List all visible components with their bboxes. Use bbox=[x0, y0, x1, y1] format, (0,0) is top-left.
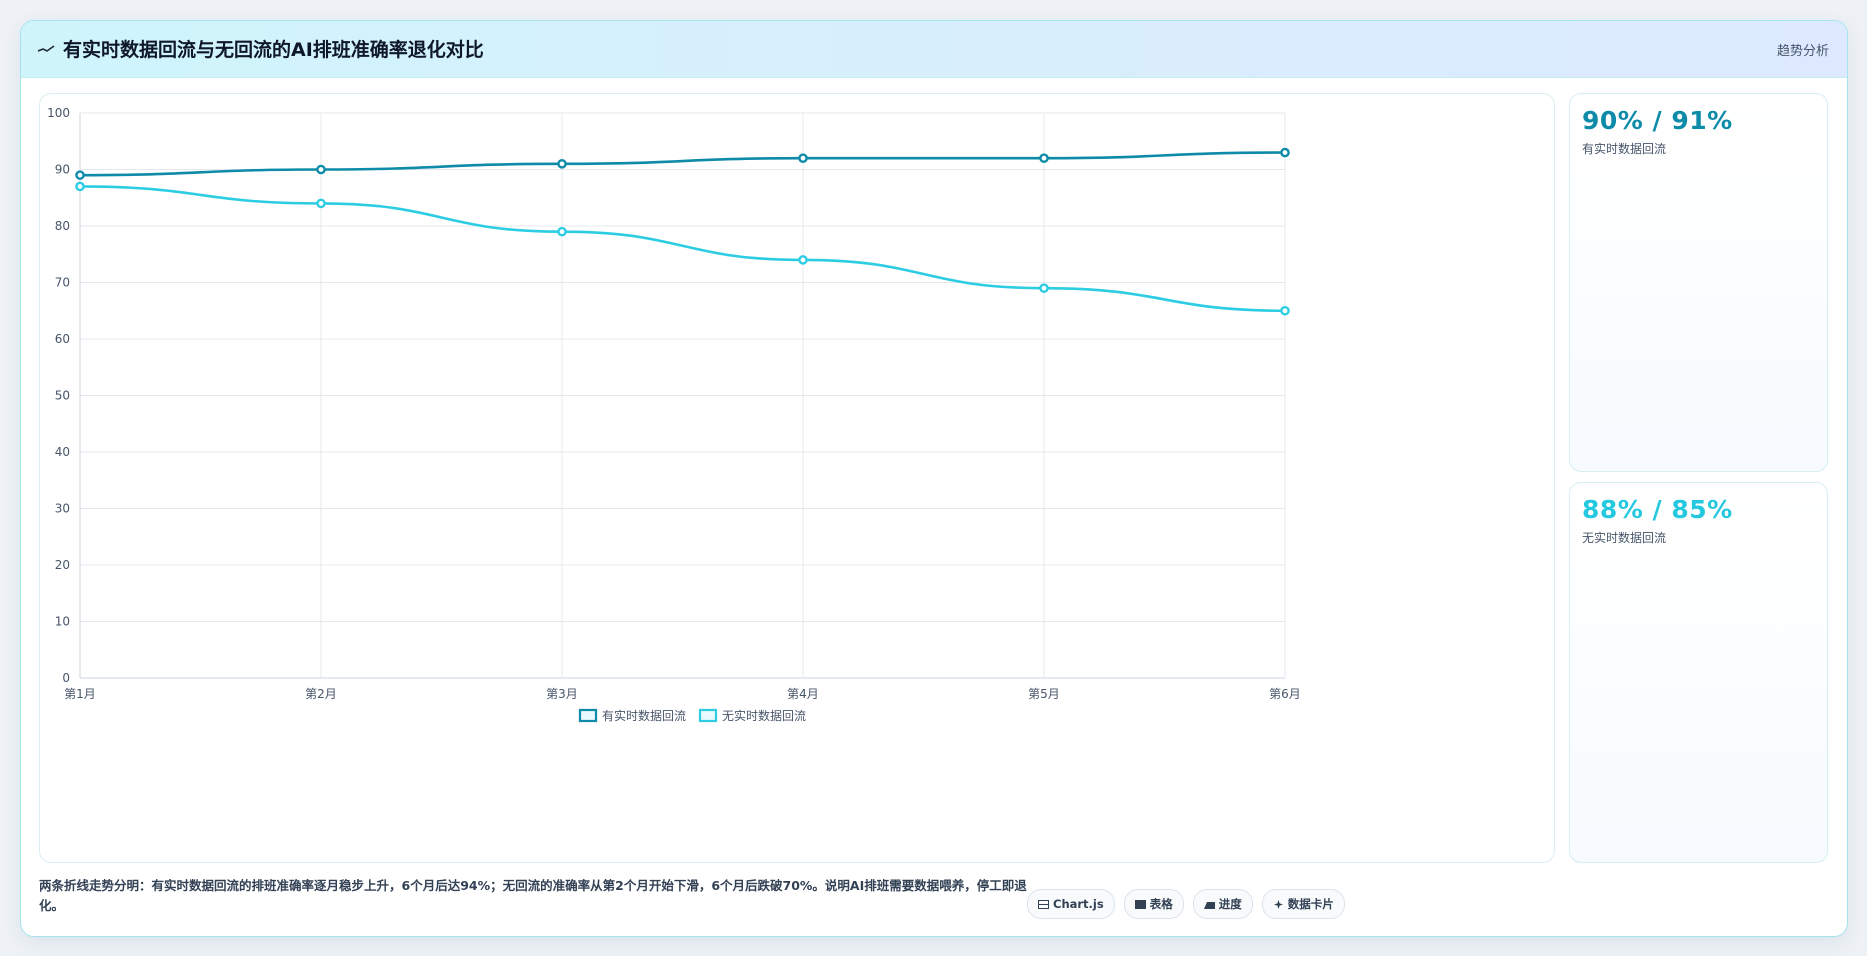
stat-card-with-feedback: 90% / 91% 有实时数据回流 bbox=[1569, 93, 1828, 472]
y-tick-label: 100 bbox=[47, 106, 70, 120]
data-point bbox=[1280, 147, 1290, 158]
tag-chartjs[interactable]: Chart.js bbox=[1027, 889, 1115, 919]
stat-label: 有实时数据回流 bbox=[1582, 142, 1667, 156]
y-tick-label: 90 bbox=[55, 163, 70, 177]
y-tick-label: 0 bbox=[62, 671, 70, 685]
tag-label: Chart.js bbox=[1053, 897, 1104, 911]
tag-label: 数据卡片 bbox=[1287, 897, 1334, 911]
stat-value: 90% / 91% bbox=[1582, 106, 1733, 135]
legend-swatch bbox=[578, 708, 598, 723]
sparkle-icon bbox=[1273, 899, 1283, 909]
summary-text: 两条折线走势分明：有实时数据回流的排班准确率逐月稳步上升，6个月后达94%；无回… bbox=[39, 878, 1027, 913]
data-point bbox=[75, 181, 85, 192]
data-point bbox=[1039, 153, 1049, 163]
series-line-2 bbox=[79, 185, 1286, 313]
x-tick-label: 第6月 bbox=[1269, 687, 1301, 701]
series-line-1 bbox=[79, 151, 1286, 177]
data-point bbox=[1039, 283, 1049, 293]
chart-panel: 0 10 20 30 40 50 60 70 80 90 100 第1月 第2月 第3月 第4月 第5月 第6月… bbox=[39, 93, 1555, 863]
data-point bbox=[1280, 305, 1290, 316]
data-point bbox=[557, 159, 567, 169]
data-point bbox=[316, 198, 326, 209]
data-point bbox=[557, 226, 567, 237]
legend-label: 有实时数据回流 bbox=[602, 708, 686, 723]
tag-list: Chart.js 表格 进度 数据卡片 bbox=[1027, 889, 1345, 919]
progress-icon bbox=[1203, 901, 1215, 909]
line-chart: 0 10 20 30 40 50 60 70 80 90 100 第1月 第2月 第3月 第4月 第5月 第6月… bbox=[47, 106, 1301, 723]
tag-progress[interactable]: 进度 bbox=[1192, 889, 1253, 919]
tag-data-card[interactable]: 数据卡片 bbox=[1261, 889, 1345, 919]
x-tick-label: 第4月 bbox=[787, 687, 819, 701]
y-tick-label: 20 bbox=[55, 558, 70, 572]
stat-label: 无实时数据回流 bbox=[1582, 531, 1667, 545]
y-tick-label: 30 bbox=[55, 502, 70, 516]
data-point bbox=[75, 170, 85, 180]
tag-label: 进度 bbox=[1218, 897, 1242, 911]
data-point bbox=[316, 164, 326, 175]
x-tick-label: 第3月 bbox=[546, 687, 578, 701]
x-tick-label: 第1月 bbox=[64, 687, 96, 701]
y-tick-label: 60 bbox=[55, 332, 70, 346]
y-tick-label: 10 bbox=[55, 615, 70, 629]
x-tick-label: 第5月 bbox=[1028, 687, 1060, 701]
x-tick-label: 第2月 bbox=[305, 687, 337, 701]
trend-line-icon bbox=[37, 45, 55, 52]
legend-label: 无实时数据回流 bbox=[722, 708, 806, 723]
tag-label: 表格 bbox=[1149, 897, 1173, 911]
table-icon bbox=[1134, 899, 1146, 909]
tag-table[interactable]: 表格 bbox=[1123, 889, 1184, 919]
stat-card-without-feedback: 88% / 85% 无实时数据回流 bbox=[1569, 482, 1828, 863]
trend-analysis-label: 趋势分析 bbox=[1776, 44, 1829, 59]
y-tick-label: 40 bbox=[55, 445, 70, 459]
card-header: 有实时数据回流与无回流的AI排班准确率退化对比 趋势分析 bbox=[21, 21, 1847, 78]
y-tick-label: 80 bbox=[55, 219, 70, 233]
data-point bbox=[798, 153, 808, 163]
stat-value: 88% / 85% bbox=[1582, 495, 1733, 524]
data-point bbox=[798, 255, 808, 265]
chart-icon bbox=[1038, 899, 1049, 909]
y-tick-label: 70 bbox=[55, 276, 70, 290]
page-title: 有实时数据回流与无回流的AI排班准确率退化对比 bbox=[63, 39, 484, 61]
y-tick-label: 50 bbox=[55, 389, 70, 403]
main-card: 有实时数据回流与无回流的AI排班准确率退化对比 趋势分析 0 10 20 30 40 50… bbox=[20, 20, 1848, 937]
legend-swatch bbox=[698, 708, 718, 723]
